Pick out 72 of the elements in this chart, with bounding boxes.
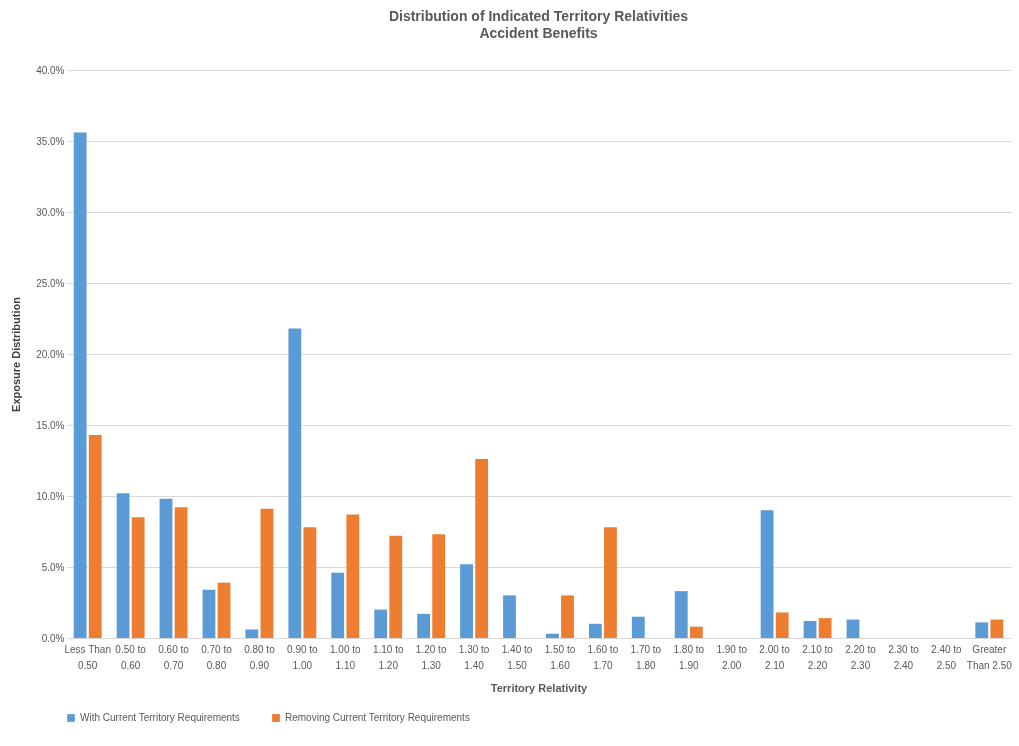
bar [417,613,431,638]
bar [604,527,617,638]
bar [88,434,102,638]
bar [460,564,473,638]
bar [346,514,360,638]
bar [503,595,516,638]
bar [588,623,602,638]
x-tick-label: 1.60 to 1.70 [587,643,619,671]
bar [159,498,173,638]
bar [288,328,302,638]
x-tick-label: 1.10 to 1.20 [372,643,404,671]
x-tick-label: 1.30 to 1.40 [458,643,490,671]
x-tick-label: 1.50 to 1.60 [544,643,576,671]
bar [775,612,789,638]
bar [202,589,216,638]
bar [432,534,446,638]
x-tick-label: 1.00 to 1.10 [330,643,362,671]
bar [331,572,345,638]
chart-subtitle: Accident Benefits [479,25,598,41]
bar [674,591,688,638]
bar [475,459,489,638]
x-tick-label: 0.90 to 1.00 [287,643,319,671]
bar [131,517,145,638]
bar [546,633,559,638]
bar [803,620,817,638]
bar [689,626,703,638]
bar [990,619,1004,638]
legend-label: Removing Current Territory Requirements [285,712,470,723]
y-tick-label: 25.0% [36,277,65,289]
bar [374,609,388,638]
x-tick-label: 2.00 to 2.10 [759,643,791,671]
bar [260,508,274,638]
x-tick-label: Greater Than 2.50 [966,643,1013,671]
bar [174,507,188,638]
chart-title: Distribution of Indicated Territory Relativities [388,8,689,24]
x-tick-label: 1.40 to 1.50 [501,643,533,671]
x-tick-label: 2.10 to 2.20 [802,643,834,671]
x-tick-label: 2.40 to 2.50 [931,643,963,671]
y-tick-label: 0.0% [41,632,65,644]
x-tick-label: Less Than 0.50 [64,643,111,671]
bar [561,595,574,638]
y-tick-label: 5.0% [41,561,65,573]
y-tick-label: 30.0% [36,206,65,218]
x-tick-label: 1.20 to 1.30 [415,643,447,671]
bar [846,619,860,638]
y-axis-title: Exposure Distribution [10,296,23,412]
bar [303,527,317,638]
x-tick-label: 0.60 to 0.70 [158,643,190,671]
x-tick-label: 0.80 to 0.90 [244,643,276,671]
y-tick-label: 15.0% [36,419,65,431]
x-axis-title: Territory Relativity [490,681,589,694]
x-tick-label: 1.70 to 1.80 [630,643,662,671]
x-tick-label: 0.50 to 0.60 [115,643,147,671]
y-tick-label: 20.0% [36,348,65,360]
x-tick-label: 1.80 to 1.90 [673,643,705,671]
bar [73,132,87,638]
x-tick-label: 2.30 to 2.40 [888,643,920,671]
bar [818,618,832,638]
bar [116,493,130,638]
bar [631,616,645,638]
bar [217,582,231,638]
y-tick-label: 35.0% [36,135,65,147]
bar [389,535,403,638]
x-tick-label: 0.70 to 0.80 [201,643,233,671]
bar [760,510,774,638]
bar [975,622,989,638]
x-tick-label: 2.20 to 2.30 [845,643,877,671]
bar [245,629,259,638]
legend-label: With Current Territory Requirements [80,712,240,723]
y-tick-label: 10.0% [36,490,65,502]
y-tick-label: 40.0% [36,64,65,76]
x-tick-label: 1.90 to 2.00 [716,643,748,671]
